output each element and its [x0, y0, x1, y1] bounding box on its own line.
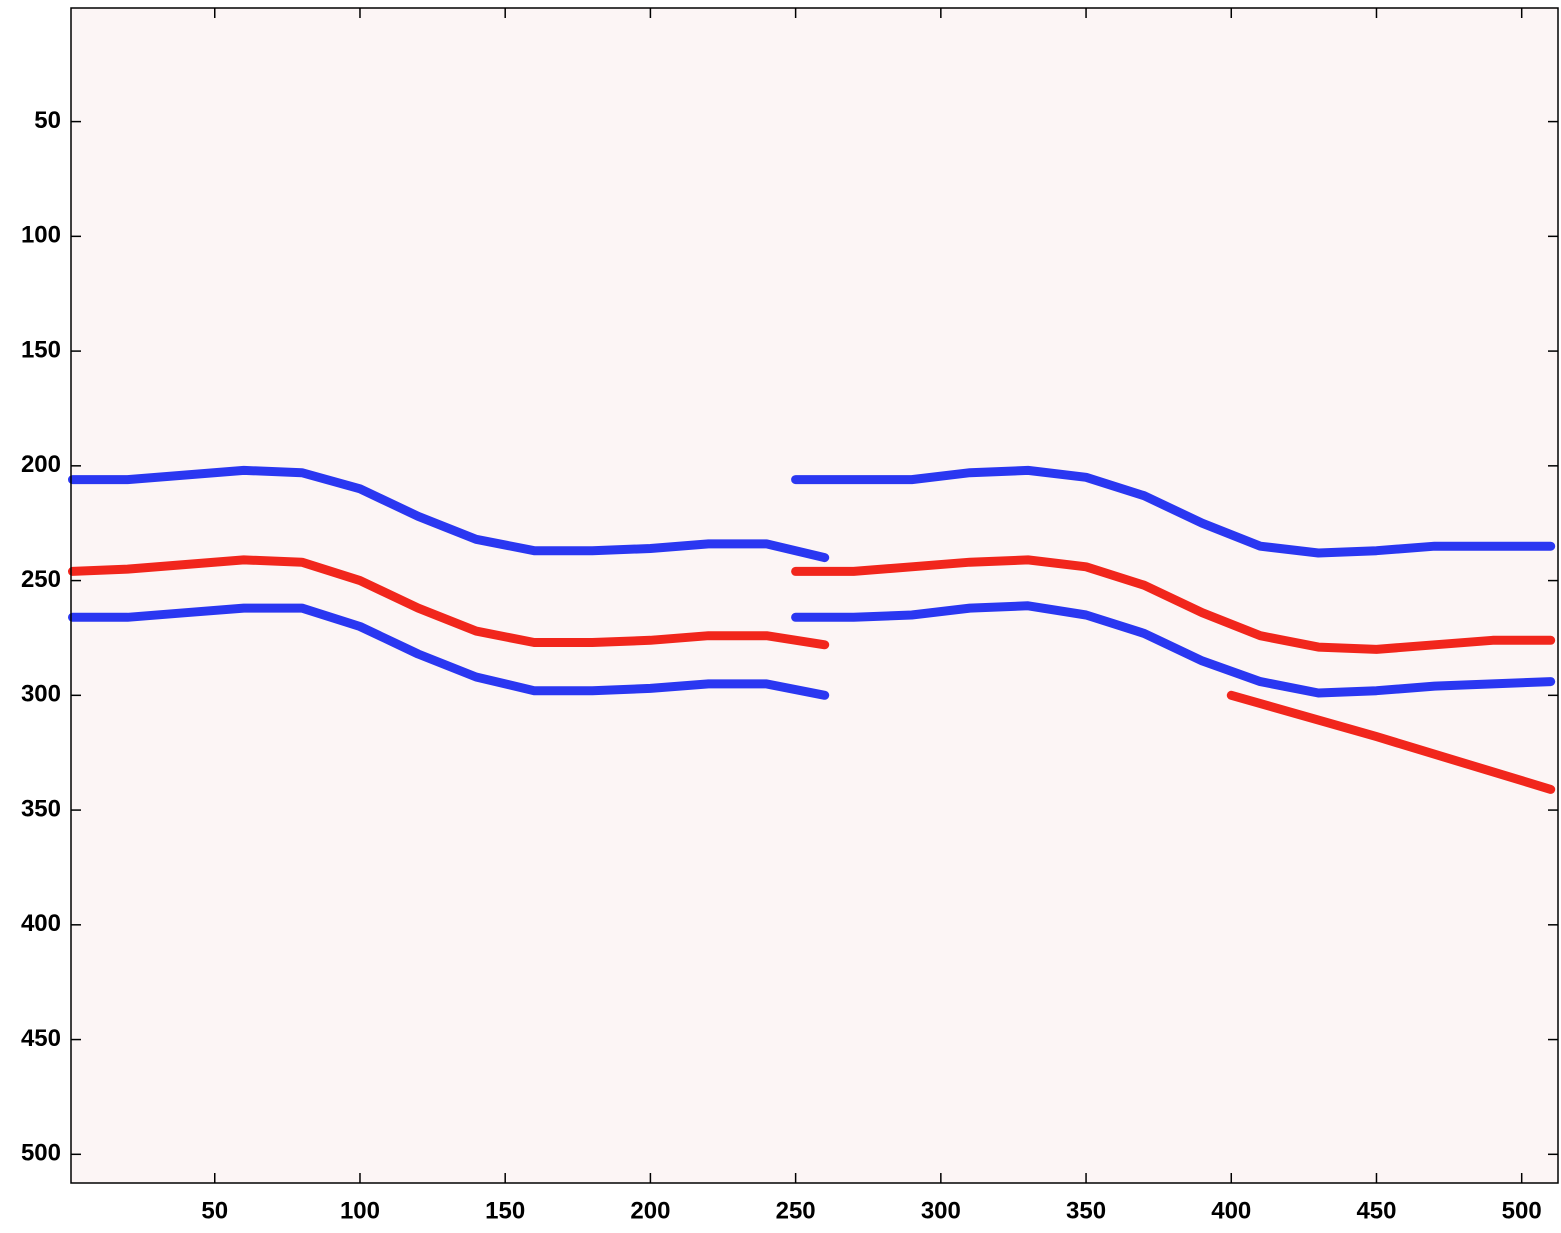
band	[791, 555, 1556, 654]
plot-frame	[70, 7, 1559, 1184]
y-tick-label: 250	[21, 566, 61, 593]
y-tick-label: 100	[21, 222, 61, 249]
y-tick-label: 500	[21, 1140, 61, 1167]
y-tick-label: 400	[21, 910, 61, 937]
band	[1226, 690, 1556, 794]
band	[68, 465, 830, 563]
band	[68, 603, 830, 700]
band	[791, 601, 1556, 698]
y-tick-label: 50	[34, 107, 61, 134]
x-tick-label: 200	[630, 1197, 670, 1224]
y-tick-label: 350	[21, 795, 61, 822]
x-tick-label: 250	[776, 1197, 816, 1224]
x-tick-label: 400	[1211, 1197, 1251, 1224]
plot-background	[71, 8, 1558, 1183]
y-tick-label: 300	[21, 681, 61, 708]
x-tick-label: 500	[1502, 1197, 1542, 1224]
x-tick-label: 50	[201, 1197, 228, 1224]
x-tick-label: 100	[340, 1197, 380, 1224]
x-tick-label: 150	[485, 1197, 525, 1224]
x-tick-label: 350	[1066, 1197, 1106, 1224]
x-tick-label: 300	[921, 1197, 961, 1224]
y-tick-label: 150	[21, 336, 61, 363]
x-tick-label: 450	[1356, 1197, 1396, 1224]
y-tick-label: 450	[21, 1025, 61, 1052]
band	[791, 465, 1556, 558]
band	[68, 555, 830, 650]
y-tick-label: 200	[21, 451, 61, 478]
